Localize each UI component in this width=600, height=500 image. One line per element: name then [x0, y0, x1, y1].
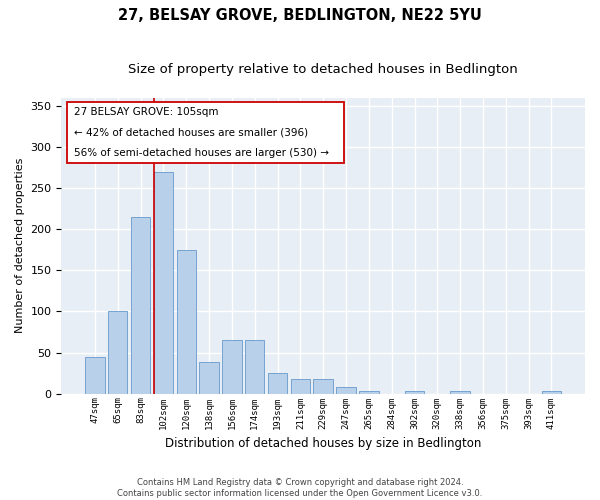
Bar	[199, 362, 219, 394]
FancyBboxPatch shape	[67, 102, 344, 162]
X-axis label: Distribution of detached houses by size in Bedlington: Distribution of detached houses by size …	[165, 437, 481, 450]
Bar	[542, 391, 561, 394]
Bar	[337, 387, 356, 394]
Bar	[176, 250, 196, 394]
Bar	[405, 391, 424, 394]
Bar	[313, 379, 333, 394]
Bar	[154, 172, 173, 394]
Bar	[131, 217, 150, 394]
Bar	[245, 340, 265, 394]
Bar	[268, 373, 287, 394]
Bar	[85, 356, 104, 394]
Bar	[108, 312, 127, 394]
Text: 27, BELSAY GROVE, BEDLINGTON, NE22 5YU: 27, BELSAY GROVE, BEDLINGTON, NE22 5YU	[118, 8, 482, 22]
Title: Size of property relative to detached houses in Bedlington: Size of property relative to detached ho…	[128, 62, 518, 76]
Bar	[222, 340, 242, 394]
Text: Contains HM Land Registry data © Crown copyright and database right 2024.
Contai: Contains HM Land Registry data © Crown c…	[118, 478, 482, 498]
Text: 27 BELSAY GROVE: 105sqm: 27 BELSAY GROVE: 105sqm	[74, 107, 219, 117]
Bar	[290, 379, 310, 394]
Y-axis label: Number of detached properties: Number of detached properties	[15, 158, 25, 334]
Bar	[451, 391, 470, 394]
Text: ← 42% of detached houses are smaller (396): ← 42% of detached houses are smaller (39…	[74, 128, 308, 138]
Text: 56% of semi-detached houses are larger (530) →: 56% of semi-detached houses are larger (…	[74, 148, 329, 158]
Bar	[359, 391, 379, 394]
